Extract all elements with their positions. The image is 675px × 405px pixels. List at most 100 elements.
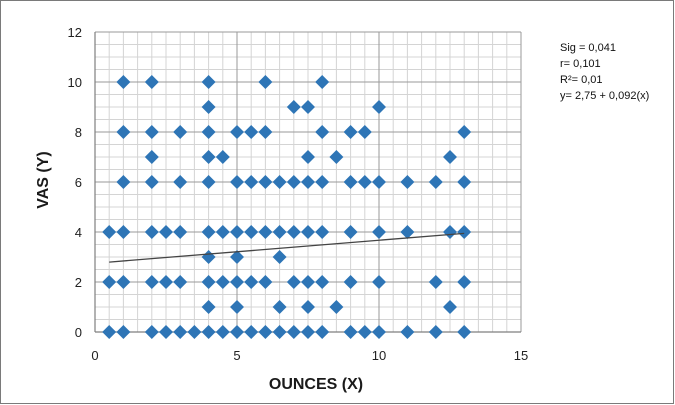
data-point [329,150,344,164]
data-point [315,275,330,289]
data-point [244,225,259,239]
data-point [457,325,472,339]
data-point [116,125,131,139]
data-point [301,325,315,339]
data-point [116,325,131,339]
data-point [343,125,358,139]
data-point [258,125,273,139]
stat-r: r= 0,101 [560,58,601,70]
data-point [272,250,287,264]
data-point [258,175,273,189]
data-point [272,175,287,189]
data-point [173,325,188,339]
data-point [400,325,415,339]
data-point [144,325,159,339]
y-tick-label: 8 [75,125,82,140]
data-point [116,225,131,239]
data-point [343,325,358,339]
data-point [144,150,159,164]
data-point [428,175,443,189]
y-tick-label: 0 [75,325,82,340]
regression-stats: Sig = 0,041 r= 0,101 R²= 0,01 y= 2,75 + … [560,40,649,104]
y-axis-title: VAS (Y) [35,151,52,208]
data-point [116,275,131,289]
data-point [301,275,315,289]
data-point [272,325,287,339]
data-point [230,300,244,314]
data-point [372,275,386,289]
data-point [102,225,117,239]
data-point [428,325,443,339]
data-point [315,175,330,189]
data-point [443,150,457,164]
data-point [315,225,330,239]
y-tick-label: 10 [68,75,82,90]
data-point [343,275,358,289]
data-point [144,175,159,189]
data-point [230,275,244,289]
data-point [173,175,188,189]
data-point [329,300,344,314]
data-points [102,75,472,339]
data-point [244,175,259,189]
data-point [201,275,216,289]
data-point [144,75,159,89]
data-point [230,175,244,189]
data-point [201,300,216,314]
data-point [215,150,230,164]
data-point [443,225,457,239]
data-point [116,75,131,89]
stat-equation: y= 2,75 + 0,092(x) [560,90,650,102]
data-point [159,325,173,339]
trendline [109,232,465,263]
data-point [144,125,159,139]
data-point [372,100,386,114]
data-point [457,175,472,189]
x-tick-label: 15 [514,348,528,363]
data-point [173,225,188,239]
data-point [173,125,188,139]
x-tick-label: 0 [91,348,98,363]
data-point [244,325,259,339]
data-point [244,125,259,139]
data-point [201,125,216,139]
data-point [357,125,372,139]
y-tick-label: 12 [68,25,82,40]
data-point [258,275,273,289]
data-point [272,300,287,314]
data-point [315,325,330,339]
data-point [159,225,173,239]
data-point [286,325,301,339]
data-point [286,175,301,189]
data-point [315,75,330,89]
data-point [159,275,173,289]
data-point [372,325,386,339]
data-point [187,325,202,339]
y-tick-label: 2 [75,275,82,290]
data-point [343,175,358,189]
x-tick-label: 10 [372,348,386,363]
data-point [372,225,386,239]
data-point [443,300,457,314]
trendline-path [109,232,465,263]
data-point [301,225,315,239]
data-point [286,225,301,239]
x-axis-title: OUNCES (X) [269,376,363,393]
data-point [457,225,472,239]
tick-labels: 0 5 10 15 0 2 4 6 8 10 12 [68,25,529,363]
data-point [457,125,472,139]
data-point [102,325,117,339]
x-tick-label: 5 [233,348,240,363]
data-point [230,125,244,139]
data-point [400,225,415,239]
data-point [201,150,216,164]
data-point [357,325,372,339]
data-point [230,250,244,264]
data-point [258,75,273,89]
data-point [144,275,159,289]
data-point [215,275,230,289]
stat-r-squared: R²= 0,01 [560,74,603,86]
data-point [230,225,244,239]
